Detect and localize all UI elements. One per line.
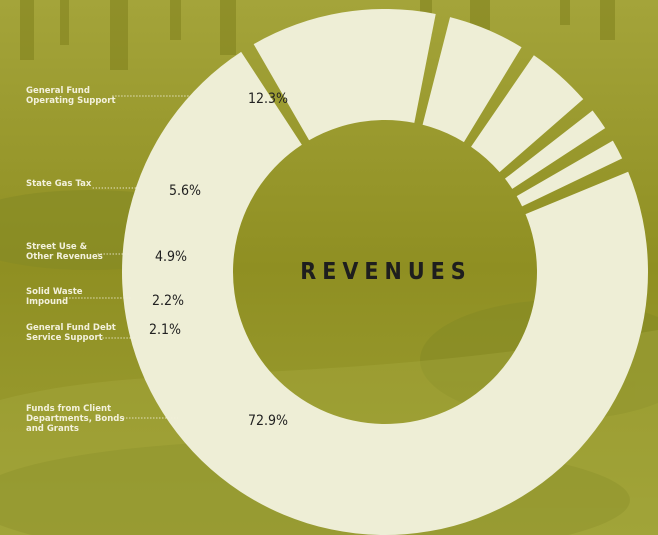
label-state-gas-tax: State Gas Tax	[26, 179, 92, 189]
value-funds-from-client-departments: 72.9%	[248, 413, 288, 429]
label-general-fund-debt-service-support: General Fund Debt Service Support	[26, 323, 116, 343]
slice-state-gas-tax	[422, 17, 522, 143]
label-solid-waste-impound: Solid Waste Impound	[26, 287, 83, 307]
slice-general-fund-operating-support	[253, 9, 436, 141]
chart-title: REVENUES	[300, 259, 471, 285]
label-general-fund-operating-support: General Fund Operating Support	[26, 86, 116, 106]
label-street-use-other-revenues: Street Use & Other Revenues	[26, 242, 103, 262]
slice-values: 72.9% 12.3% 5.6% 4.9% 2.2% 2.1%	[149, 91, 288, 429]
slice-labels: Funds from Client Departments, Bonds and G…	[26, 86, 124, 434]
value-general-fund-debt-service-support: 2.1%	[149, 322, 181, 338]
label-connectors	[63, 95, 192, 419]
slice-general-fund-debt-service-support	[516, 140, 623, 207]
value-general-fund-operating-support: 12.3%	[248, 91, 288, 107]
value-state-gas-tax: 5.6%	[169, 183, 201, 199]
value-street-use-other-revenues: 4.9%	[155, 249, 187, 265]
slice-funds-from-client-departments	[121, 51, 648, 535]
value-solid-waste-impound: 2.2%	[152, 293, 184, 309]
label-funds-from-client-departments: Funds from Client Departments, Bonds and G…	[26, 404, 124, 434]
slice-solid-waste-impound	[504, 110, 606, 189]
slice-street-use-other-revenues	[471, 55, 584, 173]
donut-slices	[121, 9, 648, 535]
